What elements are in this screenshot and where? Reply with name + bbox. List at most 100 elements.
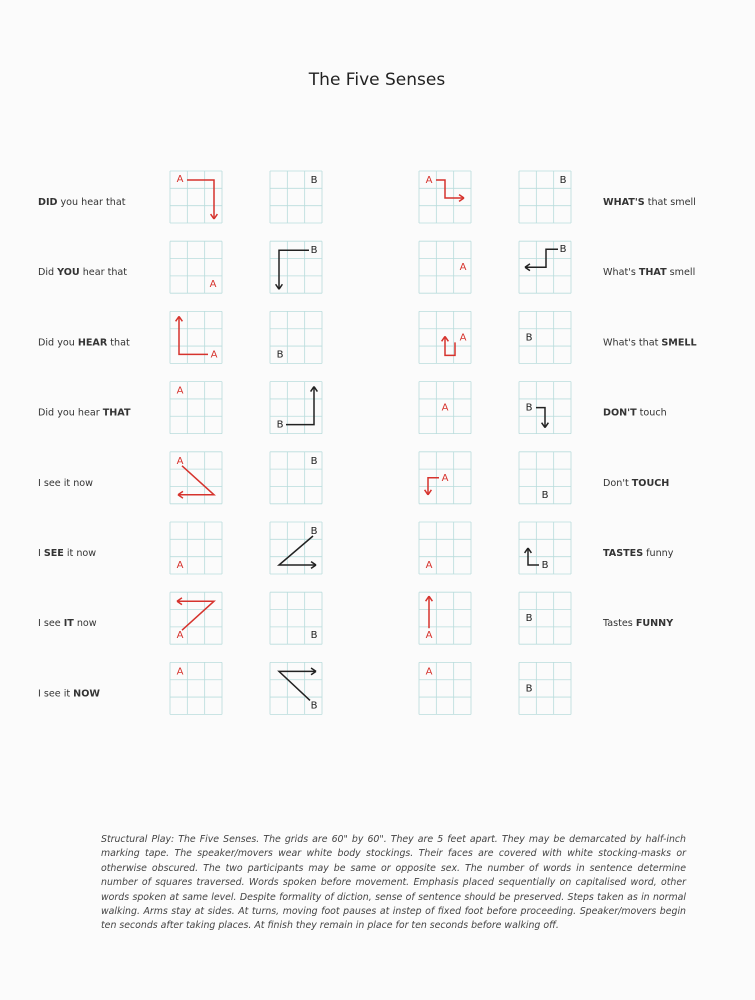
grid-letter: A bbox=[442, 403, 449, 414]
arrow-head bbox=[177, 494, 184, 499]
arrow bbox=[444, 336, 456, 357]
arrow-head bbox=[524, 263, 531, 268]
arrow bbox=[276, 535, 316, 566]
label-word: WHAT'S bbox=[603, 197, 645, 208]
grid-letter: A bbox=[177, 630, 184, 641]
grid-letter: B bbox=[311, 700, 318, 711]
left-label: I see it now bbox=[38, 478, 93, 489]
grid-letter: A bbox=[177, 666, 184, 677]
grid-letter: B bbox=[311, 175, 318, 186]
grid-letter: A bbox=[210, 279, 217, 290]
grid-letter: B bbox=[526, 403, 533, 414]
arrow-head bbox=[544, 422, 550, 429]
arrow bbox=[436, 179, 464, 199]
arrow-head bbox=[278, 283, 284, 290]
grid-letter: B bbox=[277, 420, 284, 431]
label-word: Did you hear bbox=[38, 408, 100, 419]
title: The Five Senses bbox=[308, 70, 446, 90]
label-word: you hear that bbox=[61, 197, 126, 208]
arrow-head bbox=[309, 386, 315, 392]
label-word: that bbox=[110, 337, 130, 348]
grid-letter: A bbox=[177, 560, 184, 571]
arrow bbox=[427, 477, 439, 495]
left-label: DID you hear that bbox=[38, 197, 126, 208]
arrow-head bbox=[274, 283, 280, 290]
label-word: I see it now bbox=[38, 478, 93, 489]
left-label: Did YOU hear that bbox=[38, 267, 127, 278]
arrow-head bbox=[313, 386, 319, 392]
grid-letter: B bbox=[542, 490, 549, 501]
arrow-head bbox=[524, 266, 531, 272]
right-label: DON'T touch bbox=[603, 408, 667, 419]
arrow-head bbox=[423, 489, 429, 496]
arrow-head bbox=[310, 667, 317, 673]
label-word: smell bbox=[670, 267, 696, 278]
left-label: Did you HEAR that bbox=[38, 337, 130, 348]
arrow bbox=[278, 249, 309, 290]
arrow-head bbox=[527, 547, 533, 554]
grid-letter: B bbox=[311, 630, 318, 641]
label-word: Did bbox=[38, 267, 54, 278]
grid-letter: A bbox=[177, 386, 184, 397]
label-word: YOU bbox=[56, 267, 80, 278]
label-word: HEAR bbox=[78, 337, 108, 348]
arrow bbox=[187, 179, 215, 219]
arrow bbox=[277, 670, 316, 701]
label-word: TOUCH bbox=[632, 478, 670, 489]
arrow-head bbox=[540, 422, 546, 429]
arrow bbox=[177, 600, 216, 631]
grid-letter: B bbox=[311, 245, 318, 256]
arrow-head bbox=[174, 315, 180, 322]
grid-letter: B bbox=[560, 175, 567, 186]
arrow bbox=[286, 386, 315, 426]
arrow-head bbox=[523, 547, 529, 554]
grid-letter: B bbox=[526, 613, 533, 624]
label-word: that smell bbox=[648, 197, 696, 208]
grid-letter: A bbox=[426, 175, 433, 186]
label-word: FUNNY bbox=[636, 618, 674, 629]
arrow-head bbox=[310, 564, 317, 570]
label-word: funny bbox=[646, 548, 674, 559]
label-word: DID bbox=[38, 197, 58, 208]
grid-letter: A bbox=[177, 174, 184, 185]
label-word: SMELL bbox=[661, 337, 696, 348]
label-word: it now bbox=[67, 548, 96, 559]
label-word: THAT bbox=[103, 408, 131, 419]
left-label: I see it NOW bbox=[38, 688, 100, 699]
grid-letter: A bbox=[177, 456, 184, 467]
label-word: What's bbox=[603, 267, 636, 278]
label-word: I bbox=[38, 548, 41, 559]
arrow-head bbox=[310, 670, 317, 676]
grid-letter: B bbox=[277, 349, 284, 360]
grid-letter: B bbox=[526, 332, 533, 343]
arrow-head bbox=[444, 335, 450, 342]
arrow-head bbox=[427, 489, 433, 496]
left-label: I see IT now bbox=[38, 618, 97, 629]
grid-letter: B bbox=[560, 244, 567, 255]
arrow-head bbox=[440, 335, 446, 342]
label-word: now bbox=[77, 618, 97, 629]
label-word: Did you bbox=[38, 337, 75, 348]
label-word: SEE bbox=[44, 548, 64, 559]
arrow-head bbox=[428, 595, 434, 602]
arrow-head bbox=[176, 600, 183, 606]
grid-letter: B bbox=[542, 560, 549, 571]
label-word: TASTES bbox=[603, 548, 643, 559]
arrow bbox=[178, 316, 208, 356]
right-label: What's THAT smell bbox=[603, 267, 695, 278]
right-label: WHAT'S that smell bbox=[603, 197, 696, 208]
arrow bbox=[527, 548, 539, 566]
label-word: I see it bbox=[38, 688, 70, 699]
label-word: touch bbox=[640, 408, 667, 419]
arrow bbox=[525, 248, 558, 268]
label-word: I see bbox=[38, 618, 61, 629]
grid-letter: A bbox=[426, 630, 433, 641]
note: Structural Play: The Five Senses. The gr… bbox=[101, 834, 686, 932]
grid-letter: B bbox=[311, 526, 318, 537]
arrow-head bbox=[310, 560, 317, 566]
arrow-head bbox=[209, 213, 215, 220]
arrow-head bbox=[424, 595, 430, 602]
grid-letter: B bbox=[311, 456, 318, 467]
grid-letter: A bbox=[211, 349, 218, 360]
